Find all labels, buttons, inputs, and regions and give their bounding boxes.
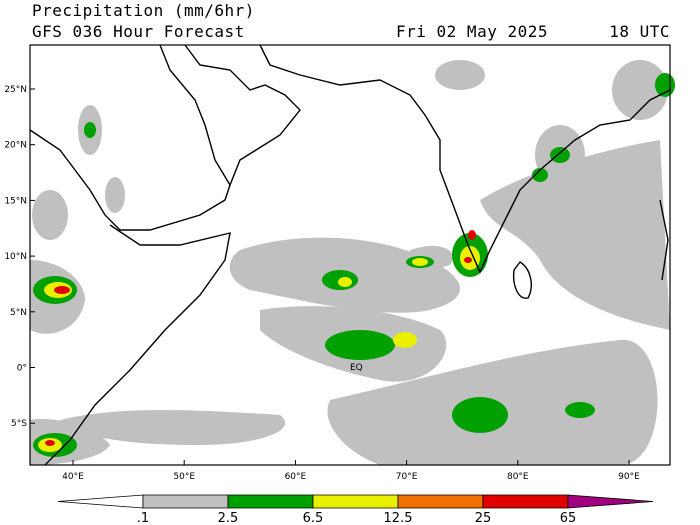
lon-label: 70°E: [396, 472, 418, 482]
lat-label: 0°: [17, 364, 27, 374]
colorbar-segment: [227, 494, 314, 509]
colorbar-label: 65: [560, 511, 577, 525]
time: 18 UTC: [609, 22, 670, 41]
colorbar-segment: [482, 494, 569, 509]
lat-label: 25°N: [4, 85, 27, 95]
lon-label: 50°E: [173, 472, 195, 482]
lon-label: 60°E: [285, 472, 307, 482]
colorbar-label: 25: [475, 511, 492, 525]
lat-label: 20°N: [4, 141, 27, 151]
lat-label: 15°N: [4, 196, 27, 206]
colorbar-segment: [57, 494, 144, 509]
lat-label: 5°S: [11, 419, 27, 429]
colorbar-segment: [567, 494, 654, 509]
colorbar-label: 12.5: [384, 511, 413, 525]
map-frame: [29, 44, 671, 466]
coastlines: [29, 44, 671, 466]
lat-label: 10°N: [4, 252, 27, 262]
title: Precipitation (mm/6hr): [32, 1, 255, 20]
lat-label: 5°N: [10, 308, 27, 318]
lon-label: 90°E: [618, 472, 640, 482]
date: Fri 02 May 2025: [396, 22, 548, 41]
colorbar-label: .1: [137, 511, 149, 525]
precip-field: [30, 60, 675, 465]
colorbar-segment: [397, 494, 484, 509]
colorbar-segment: [142, 494, 229, 509]
lon-label: 40°E: [62, 472, 84, 482]
colorbar-label: 6.5: [303, 511, 324, 525]
lon-label: 80°E: [507, 472, 529, 482]
subtitle: GFS 036 Hour Forecast: [32, 22, 245, 41]
colorbar-label: 2.5: [218, 511, 239, 525]
colorbar-segment: [312, 494, 399, 509]
equator-label: EQ: [350, 363, 363, 373]
